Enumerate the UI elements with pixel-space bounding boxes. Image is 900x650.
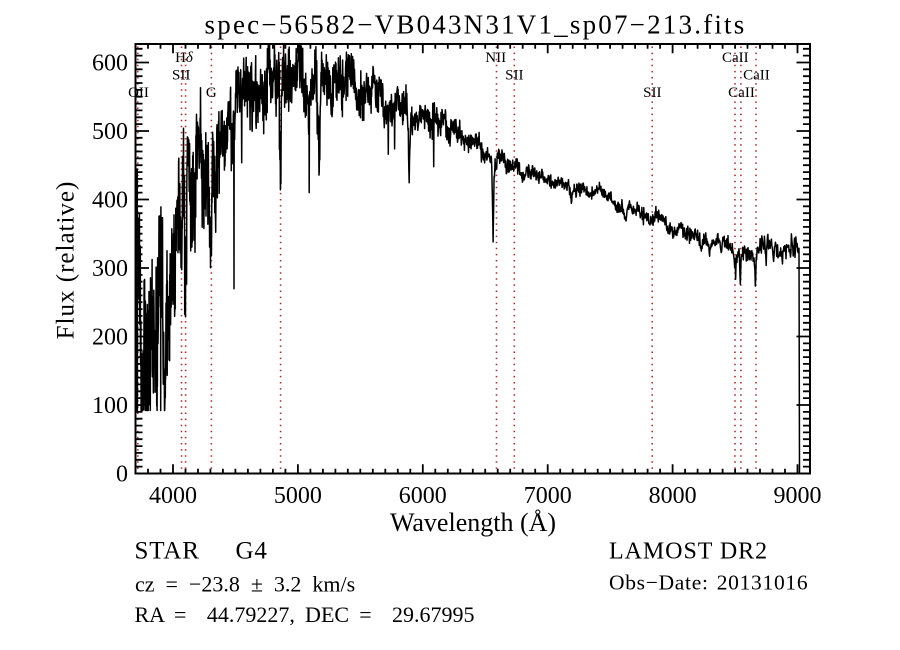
svg-text:SII: SII [505, 68, 523, 84]
svg-text:9000: 9000 [774, 483, 822, 509]
svg-text:600: 600 [92, 51, 128, 77]
svg-text:SII: SII [643, 85, 661, 101]
svg-text:Wavelength (Å): Wavelength (Å) [390, 508, 556, 537]
svg-text:Flux (relative): Flux (relative) [53, 181, 80, 340]
svg-text:0: 0 [116, 462, 128, 488]
svg-text:G: G [206, 85, 217, 101]
svg-text:7000: 7000 [524, 483, 572, 509]
svg-text:300: 300 [92, 256, 128, 282]
svg-text:G4: G4 [236, 538, 268, 565]
svg-text:RA = 44.79227, DEC = 29.6799: RA = 44.79227, DEC = 29.67995 [135, 602, 475, 627]
svg-text:5000: 5000 [274, 483, 322, 509]
svg-text:CaII: CaII [743, 68, 770, 84]
svg-text:6000: 6000 [399, 483, 447, 509]
svg-text:200: 200 [92, 325, 128, 351]
svg-text:500: 500 [92, 119, 128, 145]
svg-text:Hδ: Hδ [175, 50, 194, 66]
svg-text:SII: SII [172, 68, 190, 84]
svg-text:Obs−Date: 20131016: Obs−Date: 20131016 [609, 571, 808, 595]
svg-text:8000: 8000 [649, 483, 697, 509]
svg-text:NII: NII [485, 50, 506, 66]
svg-text:CaII: CaII [722, 50, 749, 66]
svg-text:100: 100 [92, 393, 128, 419]
svg-text:4000: 4000 [149, 483, 197, 509]
svg-text:STAR: STAR [135, 538, 200, 565]
svg-text:CaII: CaII [728, 85, 755, 101]
svg-text:cz = −23.8 ± 3.2 km/s: cz = −23.8 ± 3.2 km/s [135, 572, 355, 597]
svg-text:400: 400 [92, 188, 128, 214]
svg-text:spec−56582−VB043N31V1_sp07−213: spec−56582−VB043N31V1_sp07−213.fits [205, 10, 747, 40]
svg-text:LAMOST DR2: LAMOST DR2 [609, 539, 768, 565]
svg-text:OII: OII [128, 85, 149, 101]
